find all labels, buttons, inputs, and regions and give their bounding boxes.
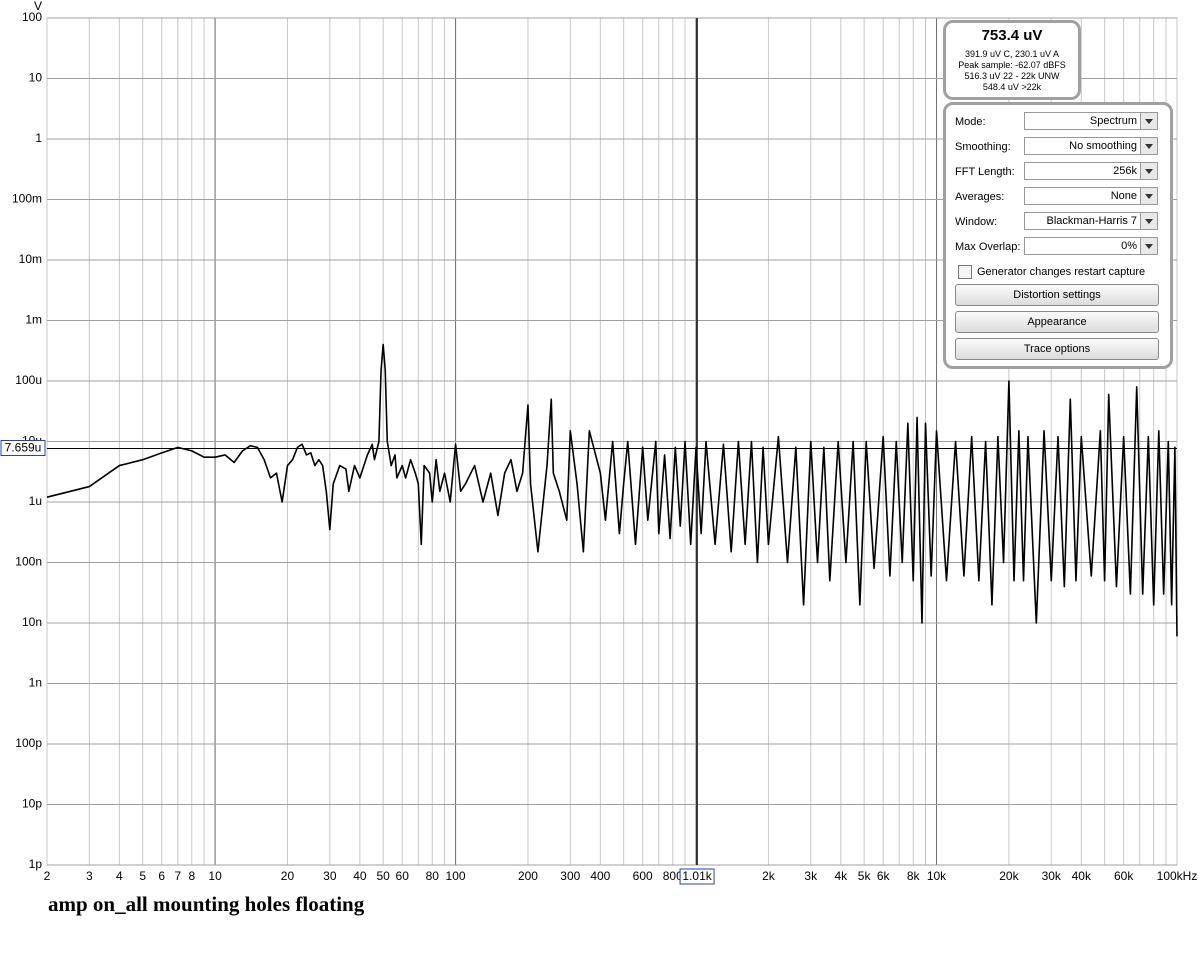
y-tick-label: 100n — [15, 555, 42, 569]
cursor-y-label: 7.659u — [5, 441, 42, 455]
x-tick-label: 6k — [877, 869, 891, 883]
readout-line: Peak sample: -62.07 dBFS — [958, 60, 1066, 70]
y-tick-label: 1p — [29, 857, 43, 871]
dropdown-arrow — [1140, 113, 1157, 129]
x-tick-label: 10 — [208, 869, 222, 883]
x-tick-label: 5 — [139, 869, 146, 883]
dropdown-value: 0% — [1121, 240, 1137, 252]
x-tick-label: 300 — [560, 869, 580, 883]
cursor-x-label: 1.01k — [682, 869, 712, 883]
readout-panel: 753.4 uV 391.9 uV C, 230.1 uV A Peak sampl… — [943, 20, 1081, 100]
x-tick-label: 3 — [86, 869, 93, 883]
y-tick-label: 1m — [25, 313, 42, 327]
control-label: Smoothing: — [955, 141, 1011, 153]
button[interactable]: Appearance — [955, 311, 1159, 333]
dropdown-value: Spectrum — [1089, 115, 1137, 127]
dropdown-arrow — [1140, 188, 1157, 204]
x-tick-label: 80 — [426, 869, 440, 883]
x-tick-label: 5k — [858, 869, 872, 883]
dropdown[interactable]: None — [1024, 187, 1158, 205]
x-tick-label: 60k — [1114, 869, 1134, 883]
dropdown-value: No smoothing — [1069, 140, 1137, 152]
grid — [46, 17, 1178, 866]
x-tick-label: 4k — [834, 869, 848, 883]
checkbox[interactable] — [958, 265, 972, 279]
x-tick-label: 30 — [323, 869, 337, 883]
x-tick-label: 8k — [907, 869, 921, 883]
readout-line: 516.3 uV 22 - 22k UNW — [964, 71, 1060, 81]
y-tick-label: 1n — [29, 676, 42, 690]
x-tick-label: 10k — [927, 869, 947, 883]
control-label: Window: — [955, 216, 998, 228]
x-tick-label: 7 — [174, 869, 181, 883]
x-tick-label: 20 — [281, 869, 295, 883]
x-tick-label: 30k — [1042, 869, 1062, 883]
dropdown-value: Blackman-Harris 7 — [1046, 215, 1137, 227]
x-tick-label: 20k — [999, 869, 1019, 883]
dropdown-arrow — [1140, 163, 1157, 179]
control-label: Averages: — [955, 191, 1005, 203]
button[interactable]: Trace options — [955, 338, 1159, 360]
dropdown[interactable]: Blackman-Harris 7 — [1024, 212, 1158, 230]
dropdown[interactable]: 256k — [1024, 162, 1158, 180]
y-tick-label: 100m — [12, 192, 42, 206]
x-tick-label: 60 — [396, 869, 410, 883]
dropdown-arrow — [1140, 238, 1157, 254]
dropdown[interactable]: 0% — [1024, 237, 1158, 255]
spectrum-line — [46, 343, 1178, 637]
x-tick-label: 3k — [804, 869, 818, 883]
y-tick-label: 100p — [15, 736, 42, 750]
x-tick-label: 50 — [376, 869, 390, 883]
control-label: Mode: — [955, 116, 986, 128]
x-tick-label: 400 — [590, 869, 610, 883]
x-tick-label: 6 — [158, 869, 165, 883]
y-tick-label: 10p — [22, 797, 42, 811]
control-label: Max Overlap: — [955, 241, 1021, 253]
control-label: FFT Length: — [955, 166, 1015, 178]
cursor-y-box — [0, 440, 46, 457]
dropdown[interactable]: Spectrum — [1024, 112, 1158, 130]
dropdown[interactable]: No smoothing — [1024, 137, 1158, 155]
control-panel: Mode: Spectrum Smoothing: No smoothing FFT L… — [943, 102, 1173, 369]
x-tick-label: 8 — [188, 869, 195, 883]
x-tick-label: 4 — [116, 869, 123, 883]
x-tick-label: 600 — [633, 869, 653, 883]
x-tick-label: 40 — [353, 869, 367, 883]
cursor-x-box — [679, 868, 715, 885]
x-tick-label: 2k — [762, 869, 776, 883]
dropdown-arrow — [1140, 213, 1157, 229]
readout-line: 391.9 uV C, 230.1 uV A — [964, 49, 1060, 59]
y-tick-label: 10m — [19, 252, 42, 266]
x-tick-label: 200 — [518, 869, 538, 883]
y-tick-label: 100u — [15, 373, 42, 387]
x-tick-label: 40k — [1072, 869, 1092, 883]
y-unit: V — [34, 0, 42, 13]
dropdown-value: None — [1110, 190, 1137, 202]
y-tick-label: 1 — [35, 131, 42, 145]
dropdown-arrow — [1140, 138, 1157, 154]
checkbox-label: Generator changes restart capture — [977, 266, 1146, 278]
x-tick-label: 100 — [446, 869, 466, 883]
readout-value: 753.4 uV — [981, 27, 1043, 44]
caption: amp on_all mounting holes floating — [48, 892, 365, 916]
readout-line: 548.4 uV >22k — [982, 82, 1042, 92]
x-tick-label: 100kHz — [1157, 869, 1198, 883]
button[interactable]: Distortion settings — [955, 284, 1159, 306]
x-tick-label: 2 — [44, 869, 51, 883]
x-tick-label: 800 — [663, 869, 683, 883]
y-tick-label: 10n — [22, 615, 42, 629]
y-tick-label: 10 — [29, 71, 43, 85]
y-tick-label: 100 — [22, 10, 42, 24]
dropdown-value: 256k — [1113, 165, 1137, 177]
y-tick-label: 1u — [29, 494, 42, 508]
